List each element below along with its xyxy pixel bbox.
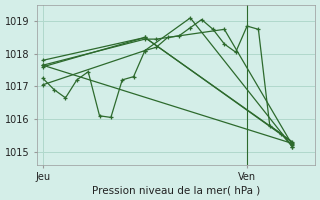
X-axis label: Pression niveau de la mer( hPa ): Pression niveau de la mer( hPa ) xyxy=(92,185,260,195)
